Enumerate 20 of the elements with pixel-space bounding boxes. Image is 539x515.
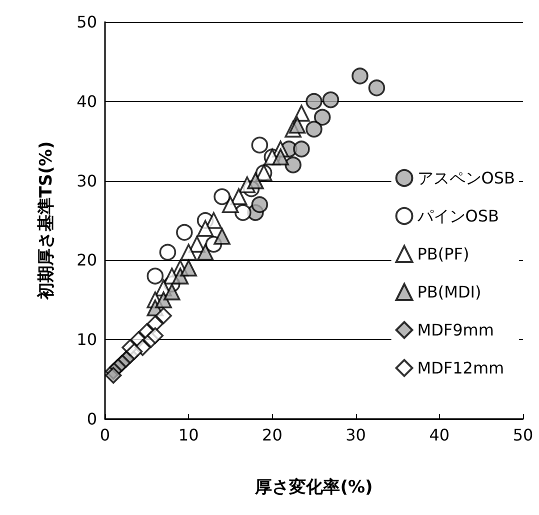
legend-label: MDF12mm: [417, 358, 504, 378]
y-tick-label: 0: [86, 410, 97, 428]
x-tick-label: 50: [512, 426, 534, 444]
legend-label: パインOSB: [416, 206, 500, 226]
y-axis-title: 初期厚さ基準TS(%): [36, 141, 56, 301]
x-tick-label: 20: [262, 426, 282, 444]
y-tick-label: 40: [76, 92, 97, 111]
x-tick-label: 30: [346, 426, 366, 444]
y-tick-label: 30: [76, 171, 97, 190]
x-tick-label: 0: [100, 426, 110, 444]
y-tick-label: 20: [76, 250, 97, 270]
legend-label: PB(PF): [417, 244, 470, 264]
legend-label: MDF9mm: [417, 320, 494, 340]
x-tick-label: 10: [178, 426, 199, 444]
y-tick-label: 50: [76, 12, 97, 32]
x-axis-title: 厚さ変化率(%): [254, 478, 373, 498]
y-tick-label: 10: [76, 330, 97, 350]
legend-label: アスペンOSB: [417, 168, 516, 188]
legend-label: PB(MDI): [417, 282, 482, 302]
x-tick-label: 40: [429, 426, 450, 444]
